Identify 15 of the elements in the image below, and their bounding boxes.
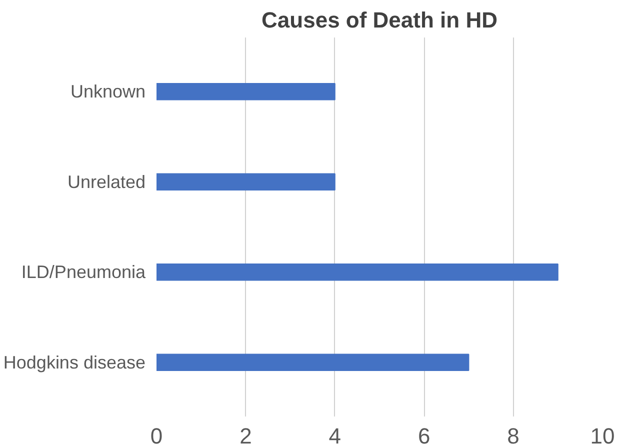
bar	[156, 83, 336, 100]
chart-title: Causes of Death in HD	[262, 8, 498, 32]
bar	[156, 354, 470, 371]
y-tick-label: Hodgkins disease	[3, 352, 146, 372]
x-tick-label: 10	[590, 424, 615, 446]
x-tick-label: 2	[240, 424, 252, 446]
x-tick-label: 8	[507, 424, 520, 446]
y-tick-label: Unrelated	[67, 172, 146, 192]
x-tick-label: 6	[418, 424, 430, 446]
bar	[156, 173, 336, 190]
x-tick-label: 4	[328, 424, 342, 446]
bar	[156, 264, 558, 281]
y-tick-label: Unknown	[70, 82, 146, 102]
y-tick-label: ILD/Pneumonia	[21, 262, 146, 282]
x-tick-label: 0	[150, 424, 163, 446]
